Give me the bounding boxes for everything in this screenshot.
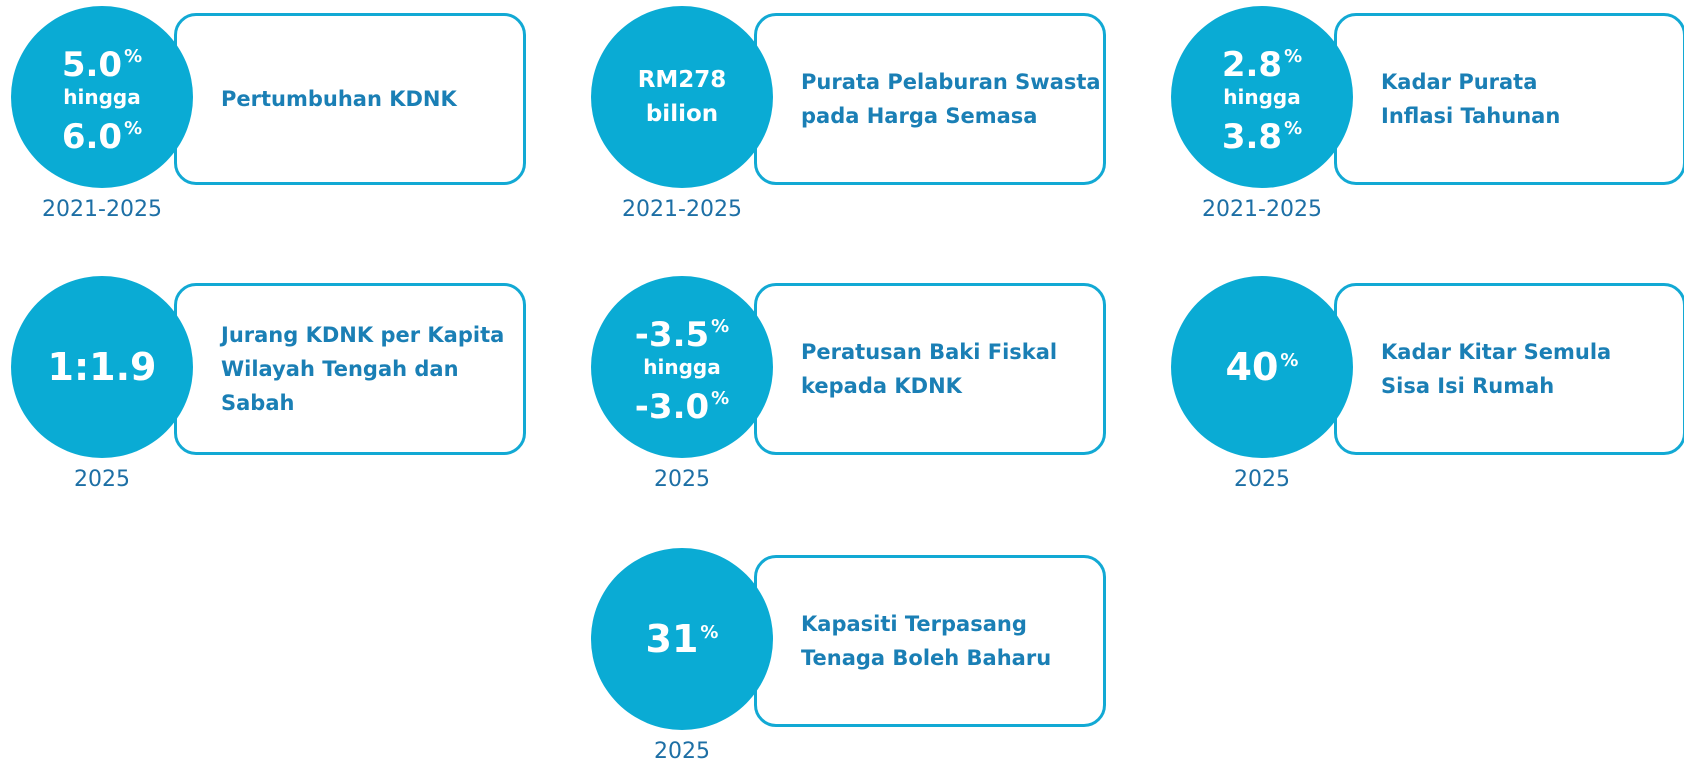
label-line: Inflasi Tahunan	[1381, 104, 1561, 128]
label-box: Kadar Purata Inflasi Tahunan	[1334, 13, 1684, 185]
label-line: Purata Pelaburan Swasta	[801, 70, 1101, 94]
label-box: Jurang KDNK per Kapita Wilayah Tengah dan…	[174, 283, 526, 455]
value-line: -3.0%	[635, 379, 729, 427]
value-line: 40%	[1226, 345, 1299, 389]
value-unit: %	[711, 388, 730, 409]
value-line: bilion	[646, 97, 718, 131]
value-text: hingga	[63, 85, 141, 109]
value-unit: %	[700, 622, 719, 643]
label-line: Sisa Isi Rumah	[1381, 374, 1555, 398]
value-text: RM278	[637, 67, 727, 93]
value-line: 6.0%	[62, 109, 142, 157]
value-line: -3.5%	[635, 307, 729, 355]
period: 2021-2025	[622, 197, 742, 222]
value-circle: 31%	[591, 548, 773, 730]
period: 2021-2025	[1202, 197, 1322, 222]
label-line: Tenaga Boleh Baharu	[801, 646, 1052, 670]
label-box: Pertumbuhan KDNK	[174, 13, 526, 185]
value-text: 6.0	[61, 117, 123, 157]
value-circle: 2.8% hingga 3.8%	[1171, 6, 1353, 188]
label-line: Wilayah Tengah dan	[221, 357, 459, 381]
value-circle: -3.5% hingga -3.0%	[591, 276, 773, 458]
value-text: -3.0	[634, 387, 710, 427]
value-unit: %	[1284, 46, 1303, 67]
value-text: 40	[1225, 345, 1279, 389]
value-text: 3.8	[1221, 117, 1283, 157]
label-line: Pertumbuhan KDNK	[221, 87, 457, 111]
value-line: hingga	[63, 85, 140, 109]
value-text: -3.5	[634, 315, 710, 355]
value-circle: 5.0% hingga 6.0%	[11, 6, 193, 188]
value-unit: %	[1284, 118, 1303, 139]
label-line: kepada KDNK	[801, 374, 962, 398]
value-unit: %	[124, 118, 143, 139]
label-line: Sabah	[221, 391, 295, 415]
value-text: 1:1.9	[47, 345, 157, 389]
value-circle: RM278 bilion	[591, 6, 773, 188]
label-box: Kadar Kitar Semula Sisa Isi Rumah	[1334, 283, 1684, 455]
label-line: Kadar Kitar Semula	[1381, 340, 1612, 364]
period: 2025	[654, 467, 710, 492]
label-box: Kapasiti Terpasang Tenaga Boleh Baharu	[754, 555, 1106, 727]
value-text: 2.8	[1221, 45, 1283, 85]
value-text: 31	[645, 617, 699, 661]
period: 2025	[1234, 467, 1290, 492]
value-text: hingga	[643, 355, 721, 379]
label-line: Peratusan Baki Fiskal	[801, 340, 1058, 364]
value-line: 5.0%	[62, 37, 142, 85]
value-circle: 40%	[1171, 276, 1353, 458]
period: 2025	[654, 739, 710, 764]
value-line: 1:1.9	[48, 345, 157, 389]
value-text: bilion	[645, 101, 719, 127]
period: 2021-2025	[42, 197, 162, 222]
label-line: Kadar Purata	[1381, 70, 1538, 94]
label-line: Jurang KDNK per Kapita	[221, 323, 505, 347]
value-text: hingga	[1223, 85, 1301, 109]
value-line: 31%	[646, 617, 719, 661]
value-line: hingga	[1223, 85, 1300, 109]
period: 2025	[74, 467, 130, 492]
value-text: 5.0	[61, 45, 123, 85]
value-circle: 1:1.9	[11, 276, 193, 458]
value-line: RM278	[638, 63, 727, 97]
label-line: pada Harga Semasa	[801, 104, 1038, 128]
value-unit: %	[124, 46, 143, 67]
value-line: hingga	[643, 355, 720, 379]
label-box: Peratusan Baki Fiskal kepada KDNK	[754, 283, 1106, 455]
value-line: 3.8%	[1222, 109, 1302, 157]
value-line: 2.8%	[1222, 37, 1302, 85]
value-unit: %	[711, 316, 730, 337]
label-box: Purata Pelaburan Swasta pada Harga Semasa	[754, 13, 1106, 185]
label-line: Kapasiti Terpasang	[801, 612, 1027, 636]
value-unit: %	[1280, 350, 1299, 371]
